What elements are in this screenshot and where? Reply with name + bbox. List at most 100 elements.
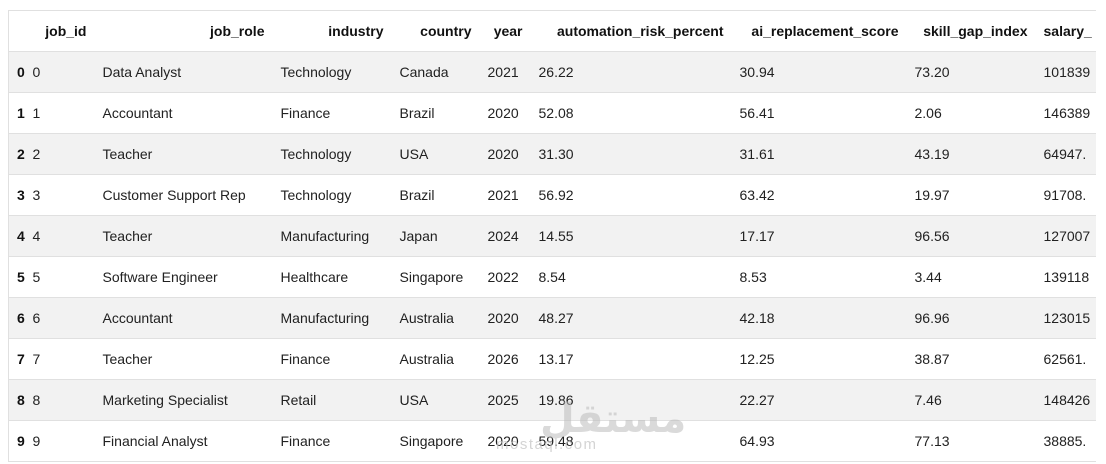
table-cell: 2026 [479,338,531,380]
table-cell: Technology [272,133,392,175]
table-row: 3 3 Customer Support Rep Technology Brazil 20… [8,174,1096,216]
column-header-country: country [391,10,480,52]
column-header-skill-gap-index: skill_gap_index [906,10,1036,52]
table-cell: 64.93 [731,420,907,462]
table-row: 6 6 Accountant Manufacturing Australia 2020 48… [8,297,1096,339]
column-header-job-id: job_id [26,10,95,52]
table-cell: 62561. [1035,338,1096,380]
table-cell: Finance [272,338,392,380]
table-cell: Retail [272,379,392,421]
table-cell: Japan [391,215,480,257]
table-cell: Accountant [94,297,273,339]
table-cell: 8.53 [731,256,907,298]
table-cell: Singapore [391,256,480,298]
column-header-industry: industry [272,10,392,52]
table-cell: Data Analyst [94,51,273,93]
table-cell: Teacher [94,215,273,257]
row-index-cell: 8 [8,379,27,421]
table-cell: 56.92 [530,174,732,216]
table-row: 8 8 Marketing Specialist Retail USA 2025 19.86… [8,379,1096,421]
table-row: 5 5 Software Engineer Healthcare Singapore 20… [8,256,1096,298]
dataframe-scroll-container: job_id job_role industry country year automat… [8,10,1096,464]
table-row: 1 1 Accountant Finance Brazil 2020 52.08 56.41 2… [8,92,1096,134]
column-header-year: year [479,10,531,52]
table-cell: 7 [26,338,95,380]
column-header-ai-replacement-score: ai_replacement_score [731,10,907,52]
row-index-cell: 2 [8,133,27,175]
table-cell: USA [391,133,480,175]
table-cell: 77.13 [906,420,1036,462]
table-cell: 2 [26,133,95,175]
table-cell: 64947. [1035,133,1096,175]
table-cell: Financial Analyst [94,420,273,462]
row-index-cell: 3 [8,174,27,216]
table-cell: 2020 [479,420,531,462]
table-cell: 31.30 [530,133,732,175]
table-cell: Australia [391,338,480,380]
row-index-cell: 1 [8,92,27,134]
table-cell: 2.06 [906,92,1036,134]
table-cell: 38.87 [906,338,1036,380]
table-cell: 56.41 [731,92,907,134]
table-cell: 19.86 [530,379,732,421]
table-cell: 9 [26,420,95,462]
table-cell: Brazil [391,174,480,216]
table-cell: 146389 [1035,92,1096,134]
row-index-cell: 5 [8,256,27,298]
table-cell: Manufacturing [272,297,392,339]
table-cell: 5 [26,256,95,298]
row-index-cell: 6 [8,297,27,339]
table-cell: 43.19 [906,133,1036,175]
table-cell: 6 [26,297,95,339]
table-cell: Singapore [391,420,480,462]
table-cell: 96.96 [906,297,1036,339]
table-cell: 48.27 [530,297,732,339]
table-cell: 0 [26,51,95,93]
table-cell: 101839 [1035,51,1096,93]
table-cell: 8 [26,379,95,421]
table-cell: Accountant [94,92,273,134]
table-cell: 3 [26,174,95,216]
table-cell: 2022 [479,256,531,298]
table-cell: 8.54 [530,256,732,298]
table-body: 0 0 Data Analyst Technology Canada 2021 26.22 3… [8,51,1096,462]
table-cell: 2020 [479,92,531,134]
table-cell: 59.48 [530,420,732,462]
table-cell: Technology [272,174,392,216]
table-cell: 31.61 [731,133,907,175]
table-cell: Marketing Specialist [94,379,273,421]
row-index-cell: 0 [8,51,27,93]
table-cell: Finance [272,420,392,462]
table-cell: 91708. [1035,174,1096,216]
table-cell: Teacher [94,133,273,175]
table-cell: 73.20 [906,51,1036,93]
table-cell: 52.08 [530,92,732,134]
table-cell: 17.17 [731,215,907,257]
table-cell: 14.55 [530,215,732,257]
table-cell: 4 [26,215,95,257]
table-cell: 2021 [479,174,531,216]
column-header-job-role: job_role [94,10,273,52]
table-cell: 26.22 [530,51,732,93]
row-index-cell: 4 [8,215,27,257]
table-row: 2 2 Teacher Technology USA 2020 31.30 31.61 43.1… [8,133,1096,175]
table-cell: USA [391,379,480,421]
row-index-cell: 9 [8,420,27,462]
table-cell: Healthcare [272,256,392,298]
table-cell: 63.42 [731,174,907,216]
table-cell: 22.27 [731,379,907,421]
table-cell: 19.97 [906,174,1036,216]
column-header-salary: salary_ [1035,10,1096,52]
table-cell: 38885. [1035,420,1096,462]
row-index-cell: 7 [8,338,27,380]
table-cell: Technology [272,51,392,93]
table-cell: Manufacturing [272,215,392,257]
table-cell: 127007 [1035,215,1096,257]
index-header [8,10,27,52]
table-cell: 2020 [479,133,531,175]
table-cell: 7.46 [906,379,1036,421]
table-cell: Australia [391,297,480,339]
table-cell: 123015 [1035,297,1096,339]
table-cell: Software Engineer [94,256,273,298]
